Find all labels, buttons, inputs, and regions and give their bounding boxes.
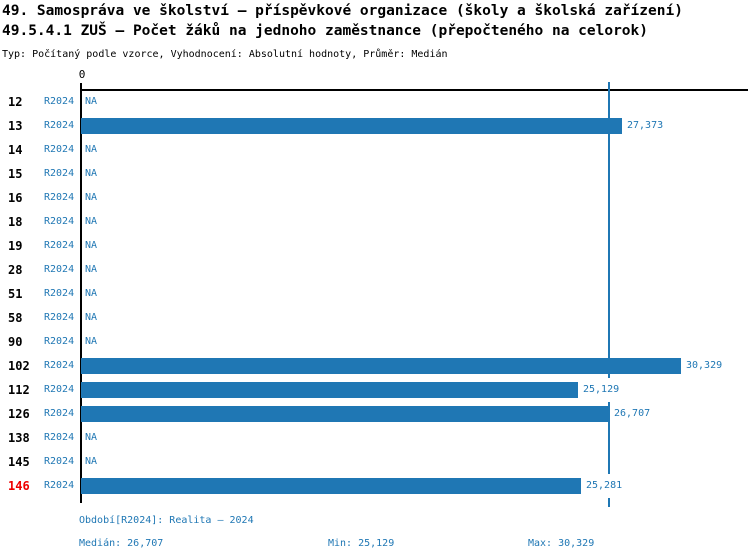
value-bar [81,382,578,398]
row-category-label: 126 [8,407,30,421]
row-category-label: 16 [8,191,23,205]
chart-row: 16 R2024 NA [0,186,750,210]
row-category-label: 28 [8,263,23,277]
chart-rows: 12 R2024 NA 13 R2024 27,373 14 R2024 NA 15 R2024 NA… [0,90,750,498]
report-title-line1: 49. Samospráva ve školství – příspěvkové… [2,3,683,19]
row-period-label: R2024 [44,96,75,107]
row-category-label: 138 [8,431,30,445]
row-period-label: R2024 [44,384,75,395]
row-period-label: R2024 [44,336,75,347]
chart-row: 14 R2024 NA [0,138,750,162]
value-bar [81,358,681,374]
row-period-label: R2024 [44,120,75,131]
row-category-label: 112 [8,383,30,397]
row-category-label: 58 [8,311,23,325]
chart-row: 90 R2024 NA [0,330,750,354]
row-value-label: 30,329 [685,354,724,378]
chart-row: 18 R2024 NA [0,210,750,234]
row-na-label: NA [85,144,98,155]
value-bar [81,118,622,134]
chart-row: 112 R2024 25,129 [0,378,750,402]
row-category-label: 145 [8,455,30,469]
row-period-label: R2024 [44,168,75,179]
value-bar [81,478,581,494]
chart-row: 51 R2024 NA [0,282,750,306]
row-period-label: R2024 [44,144,75,155]
row-period-label: R2024 [44,264,75,275]
value-bar [81,406,609,422]
chart-row: 12 R2024 NA [0,90,750,114]
row-period-label: R2024 [44,216,75,227]
row-category-label: 146 [8,479,30,493]
row-category-label: 90 [8,335,23,349]
chart-row: 146 R2024 25,281 [0,474,750,498]
footer-max-stat: Max: 30,329 [528,538,595,549]
row-period-label: R2024 [44,408,75,419]
footer-period-info: Období[R2024]: Realita – 2024 [79,515,254,526]
row-period-label: R2024 [44,240,75,251]
row-category-label: 14 [8,143,23,157]
median-reference-line [608,82,610,507]
chart-row: 15 R2024 NA [0,162,750,186]
row-period-label: R2024 [44,312,75,323]
row-na-label: NA [85,168,98,179]
row-period-label: R2024 [44,192,75,203]
row-na-label: NA [85,96,98,107]
chart-row: 58 R2024 NA [0,306,750,330]
row-period-label: R2024 [44,360,75,371]
row-na-label: NA [85,336,98,347]
chart-row: 126 R2024 26,707 [0,402,750,426]
chart-row: 19 R2024 NA [0,234,750,258]
chart-row: 13 R2024 27,373 [0,114,750,138]
y-axis-line [80,83,82,503]
row-na-label: NA [85,264,98,275]
row-period-label: R2024 [44,456,75,467]
row-value-label: 25,129 [582,378,621,402]
report-subtitle: Typ: Počítaný podle vzorce, Vyhodnocení:… [2,49,448,60]
chart-row: 145 R2024 NA [0,450,750,474]
row-na-label: NA [85,240,98,251]
row-value-label: 26,707 [613,402,652,426]
footer-median-stat: Medián: 26,707 [79,538,164,549]
row-category-label: 12 [8,95,23,109]
row-na-label: NA [85,216,98,227]
row-category-label: 102 [8,359,30,373]
report-title-line2: 49.5.4.1 ZUŠ – Počet žáků na jednoho zam… [2,23,649,39]
row-na-label: NA [85,456,98,467]
row-category-label: 51 [8,287,23,301]
x-axis-zero-tick-label: 0 [78,68,86,81]
row-category-label: 13 [8,119,23,133]
row-category-label: 18 [8,215,23,229]
row-na-label: NA [85,288,98,299]
row-na-label: NA [85,432,98,443]
row-period-label: R2024 [44,288,75,299]
row-na-label: NA [85,312,98,323]
row-na-label: NA [85,192,98,203]
chart-row: 102 R2024 30,329 [0,354,750,378]
row-value-label: 25,281 [585,474,624,498]
footer-min-stat: Min: 25,129 [328,538,395,549]
row-category-label: 15 [8,167,23,181]
row-value-label: 27,373 [626,114,665,138]
x-axis-line [80,89,748,91]
row-category-label: 19 [8,239,23,253]
row-period-label: R2024 [44,480,75,491]
row-period-label: R2024 [44,432,75,443]
chart-row: 138 R2024 NA [0,426,750,450]
chart-row: 28 R2024 NA [0,258,750,282]
